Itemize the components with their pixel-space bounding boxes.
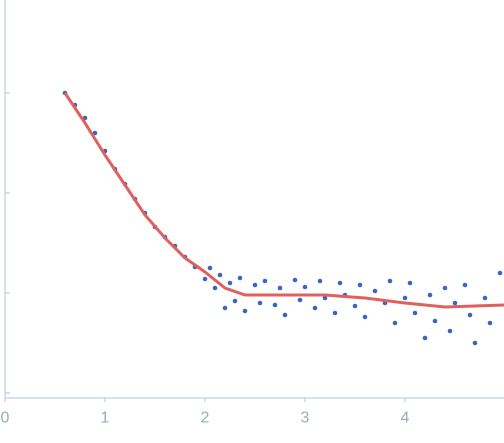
- data-point: [237, 275, 243, 281]
- data-point: [487, 320, 493, 326]
- data-point: [467, 312, 473, 318]
- data-point: [427, 292, 433, 298]
- data-point: [392, 320, 398, 326]
- x-tick-label: 0: [1, 409, 10, 426]
- data-point: [337, 280, 343, 286]
- data-point: [372, 288, 378, 294]
- data-point: [482, 295, 488, 301]
- data-point: [257, 300, 263, 306]
- data-point: [322, 295, 328, 301]
- data-point: [387, 278, 393, 284]
- fit-line: [63, 92, 504, 309]
- data-point: [432, 318, 438, 324]
- data-point: [222, 305, 228, 311]
- data-point: [332, 310, 338, 316]
- data-point: [452, 300, 458, 306]
- data-point: [447, 328, 453, 334]
- data-point: [297, 297, 303, 303]
- data-point: [312, 305, 318, 311]
- x-tick-label: 3: [301, 409, 310, 426]
- data-point: [232, 298, 238, 304]
- data-point: [317, 278, 323, 284]
- data-point: [272, 302, 278, 308]
- data-point: [302, 284, 308, 290]
- data-point: [207, 265, 213, 271]
- data-point: [282, 312, 288, 318]
- data-point: [407, 280, 413, 286]
- data-point: [462, 282, 468, 288]
- data-point: [442, 285, 448, 291]
- data-point: [412, 310, 418, 316]
- data-point: [352, 303, 358, 309]
- data-point: [472, 340, 478, 346]
- data-point: [262, 278, 268, 284]
- x-tick-label: 2: [201, 409, 210, 426]
- data-point: [212, 285, 218, 291]
- data-point: [357, 282, 363, 288]
- data-point: [402, 295, 408, 301]
- data-point: [292, 277, 298, 283]
- data-point: [422, 335, 428, 341]
- data-point: [227, 280, 233, 286]
- data-point: [217, 272, 223, 278]
- x-tick-label: 1: [101, 409, 110, 426]
- data-point: [202, 276, 208, 282]
- x-tick-label: 4: [401, 409, 410, 426]
- data-point: [497, 270, 503, 276]
- data-point: [92, 130, 98, 136]
- data-point: [252, 282, 258, 288]
- data-point: [242, 308, 248, 314]
- data-point: [362, 314, 368, 320]
- data-point: [277, 285, 283, 291]
